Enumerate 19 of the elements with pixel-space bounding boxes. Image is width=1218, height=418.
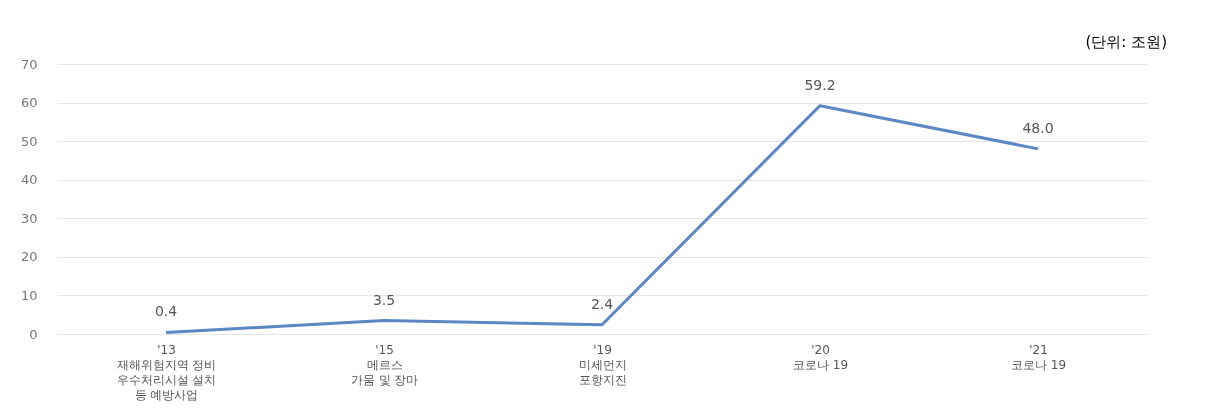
y-tick-label: 60 bbox=[20, 95, 38, 111]
y-tick-label: 30 bbox=[20, 210, 38, 226]
text: 3.5 bbox=[372, 291, 396, 308]
x-tick-label: '15 메르스 가뭄 및 장마 bbox=[350, 342, 419, 387]
y-tick-label: 10 bbox=[20, 287, 38, 303]
text: 48.0 bbox=[1022, 119, 1054, 136]
x-tick-label: '21 코로나 19 bbox=[1010, 342, 1067, 372]
x-tick-label: '19 미세먼지 포항지진 bbox=[578, 342, 627, 387]
y-tick-label: 0 bbox=[29, 326, 38, 342]
y-tick-label: 20 bbox=[20, 249, 38, 265]
text: 59.2 bbox=[804, 76, 836, 93]
y-tick-label: 50 bbox=[20, 133, 38, 149]
text: 2.4 bbox=[590, 295, 614, 312]
y-tick-label: 40 bbox=[20, 172, 38, 188]
x-tick-label: '13 재해위험지역 정비 우수처리시설 설치 등 예방사업 bbox=[116, 342, 217, 402]
x-tick-label: '20 코로나 19 bbox=[792, 342, 849, 372]
text: (단위: 조원) bbox=[1085, 33, 1167, 51]
y-tick-label: 70 bbox=[20, 56, 38, 72]
text: 0.4 bbox=[154, 303, 178, 320]
